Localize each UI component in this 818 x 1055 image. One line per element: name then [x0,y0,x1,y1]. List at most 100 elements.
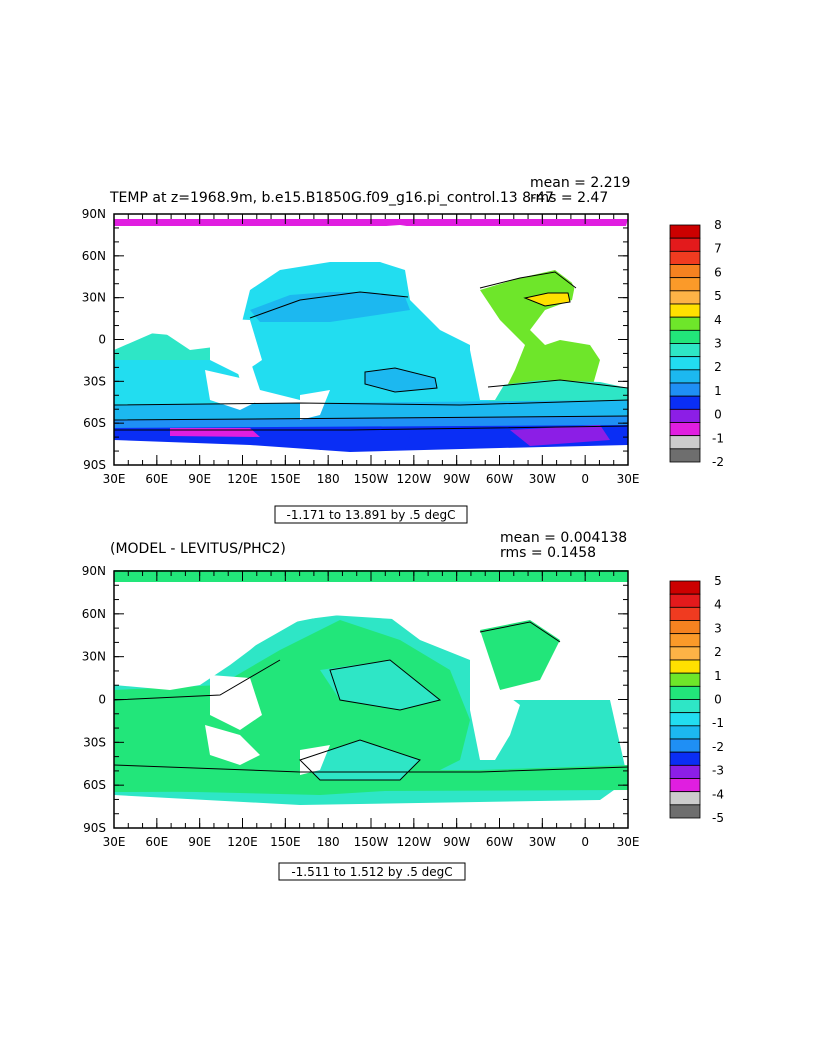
map2-colorbar-swatch [669,712,701,727]
map1-colorbar-swatch [669,237,701,252]
map2-lon-label: 0 [581,835,589,849]
map2-ticks [113,570,629,829]
map2-colorbar-swatch [669,672,701,687]
map2-colorbar-swatch [669,764,701,779]
map2-panel: (MODEL - LEVITUS/PHC2) mean = 0.004138 r… [82,530,724,881]
map1-colorbar-label: 6 [714,265,722,279]
map2-colorbar-swatch [669,699,701,714]
map1-colorbar-swatch [669,329,701,344]
map1-colorbar-swatch [669,290,701,305]
map1-range-label: -1.171 to 13.891 by .5 degC [287,508,456,522]
map1-lon-labels: 30E 60E 90E 120E 150E 180 150W 120W 90W 60W 30W 0 30… [103,472,640,486]
map2-colorbar-swatch [669,685,701,700]
map2-colorbar-swatch [669,593,701,608]
map2-colorbar-swatch [669,646,701,661]
map2-colorbar-swatch [669,580,701,595]
map2-colorbar-label: 5 [714,574,722,588]
map1-lon-label: 150E [270,472,301,486]
map1-colorbar-swatch [669,264,701,279]
map1-lon-label: 150W [354,472,389,486]
map2-colorbar-swatch [669,725,701,740]
map2-rms: rms = 0.1458 [500,545,596,561]
map1-colorbar-swatch [669,422,701,437]
map2-lon-label: 120W [396,835,431,849]
map2-lat-label: 60N [82,607,106,621]
map1-land [114,226,628,420]
map2-colorbar-label: 1 [714,669,722,683]
map1-lon-label: 60W [486,472,513,486]
map1-lon-label: 120E [227,472,258,486]
map1-colorbar-swatch [669,277,701,292]
map2-colorbar-swatch [669,738,701,753]
map1-colorbar-swatch [669,448,701,463]
map1-contours [113,271,629,431]
map2-colorbar-label: -2 [712,740,724,754]
map1-colorbar-label: 2 [714,360,722,374]
map2-colorbar-label: 3 [714,621,722,635]
map2-lat-label: 90N [82,564,106,578]
map2-lon-label: 30E [617,835,640,849]
map2-lon-label: 90W [443,835,470,849]
map2-colorbar: 5 4 3 2 1 0 -1 -2 -3 -4 -5 [669,574,724,825]
map1-colorbar-label: -2 [712,455,724,469]
map2-title: (MODEL - LEVITUS/PHC2) [110,541,286,557]
map2-contours [113,621,629,781]
map1-rms: rms = 2.47 [530,190,608,206]
map1-lon-label: 60E [145,472,168,486]
map1-colorbar-label: 0 [714,408,722,422]
map2-lat-label: 60S [83,778,106,792]
map1-lat-labels: 90N 60N 30N 0 30S 60S 90S [82,207,106,472]
map2-lat-label: 30N [82,650,106,664]
map1-lat-label: 60S [83,416,106,430]
map2-colorbar-label: -3 [712,764,724,778]
map1-lon-label: 90E [188,472,211,486]
map2-lon-label: 90E [188,835,211,849]
map1-colorbar-label: 3 [714,337,722,351]
map1-lat-label: 60N [82,249,106,263]
map1-colorbar-swatch [669,382,701,397]
map1-lat-label: 30S [83,374,106,388]
map1-colorbar-label: 1 [714,384,722,398]
map2-lon-labels: 30E 60E 90E 120E 150E 180 150W 120W 90W 60W 30W 0 30… [103,835,640,849]
map2-colorbar-swatch [669,751,701,766]
map1-range-box [274,505,468,524]
map1-ticks [113,213,629,466]
map1-colorbar-swatch [669,303,701,318]
map1-lon-label: 30E [103,472,126,486]
map2-lon-label: 150W [354,835,389,849]
map1-colorbar-swatch [669,343,701,358]
map2-range-box [278,862,466,881]
map1-lon-label: 0 [581,472,589,486]
map2-colorbar-label: -1 [712,716,724,730]
map2-lon-label: 120E [227,835,258,849]
map1-lon-label: 180 [317,472,340,486]
map2-lon-label: 30W [529,835,556,849]
map1-colorbar-swatch [669,395,701,410]
map1-panel: TEMP at z=1968.9m, b.e15.B1850G.f09_g16.… [82,175,724,524]
map2-lat-label: 90S [83,821,106,835]
map2-colorbar-swatch [669,804,701,819]
map2-colorbar-label: 0 [714,693,722,707]
map1-lon-label: 90W [443,472,470,486]
map1-colorbar-swatch [669,316,701,331]
map2-colorbar-swatch [669,791,701,806]
map2-mean: mean = 0.004138 [500,530,627,546]
map1-colorbar-swatch [669,224,701,239]
map2-colorbar-swatch [669,778,701,793]
map1-colorbar-swatch [669,250,701,265]
map2-colorbar-label: -5 [712,811,724,825]
map2-colorbar-swatch [669,659,701,674]
map2-lat-label: 30S [83,735,106,749]
map1-colorbar-label: -1 [712,431,724,445]
map1-mean: mean = 2.219 [530,175,630,191]
map1-lon-label: 120W [396,472,431,486]
map2-lon-label: 60W [486,835,513,849]
map2-colorbar-swatch [669,633,701,648]
map1-colorbar-swatch [669,356,701,371]
map1-lat-label: 30N [82,291,106,305]
map2-lat-labels: 90N 60N 30N 0 30S 60S 90S [82,564,106,835]
map2-lon-label: 30E [103,835,126,849]
map1-title: TEMP at z=1968.9m, b.e15.B1850G.f09_g16.… [109,190,554,206]
map1-colorbar-label: 7 [714,242,722,256]
